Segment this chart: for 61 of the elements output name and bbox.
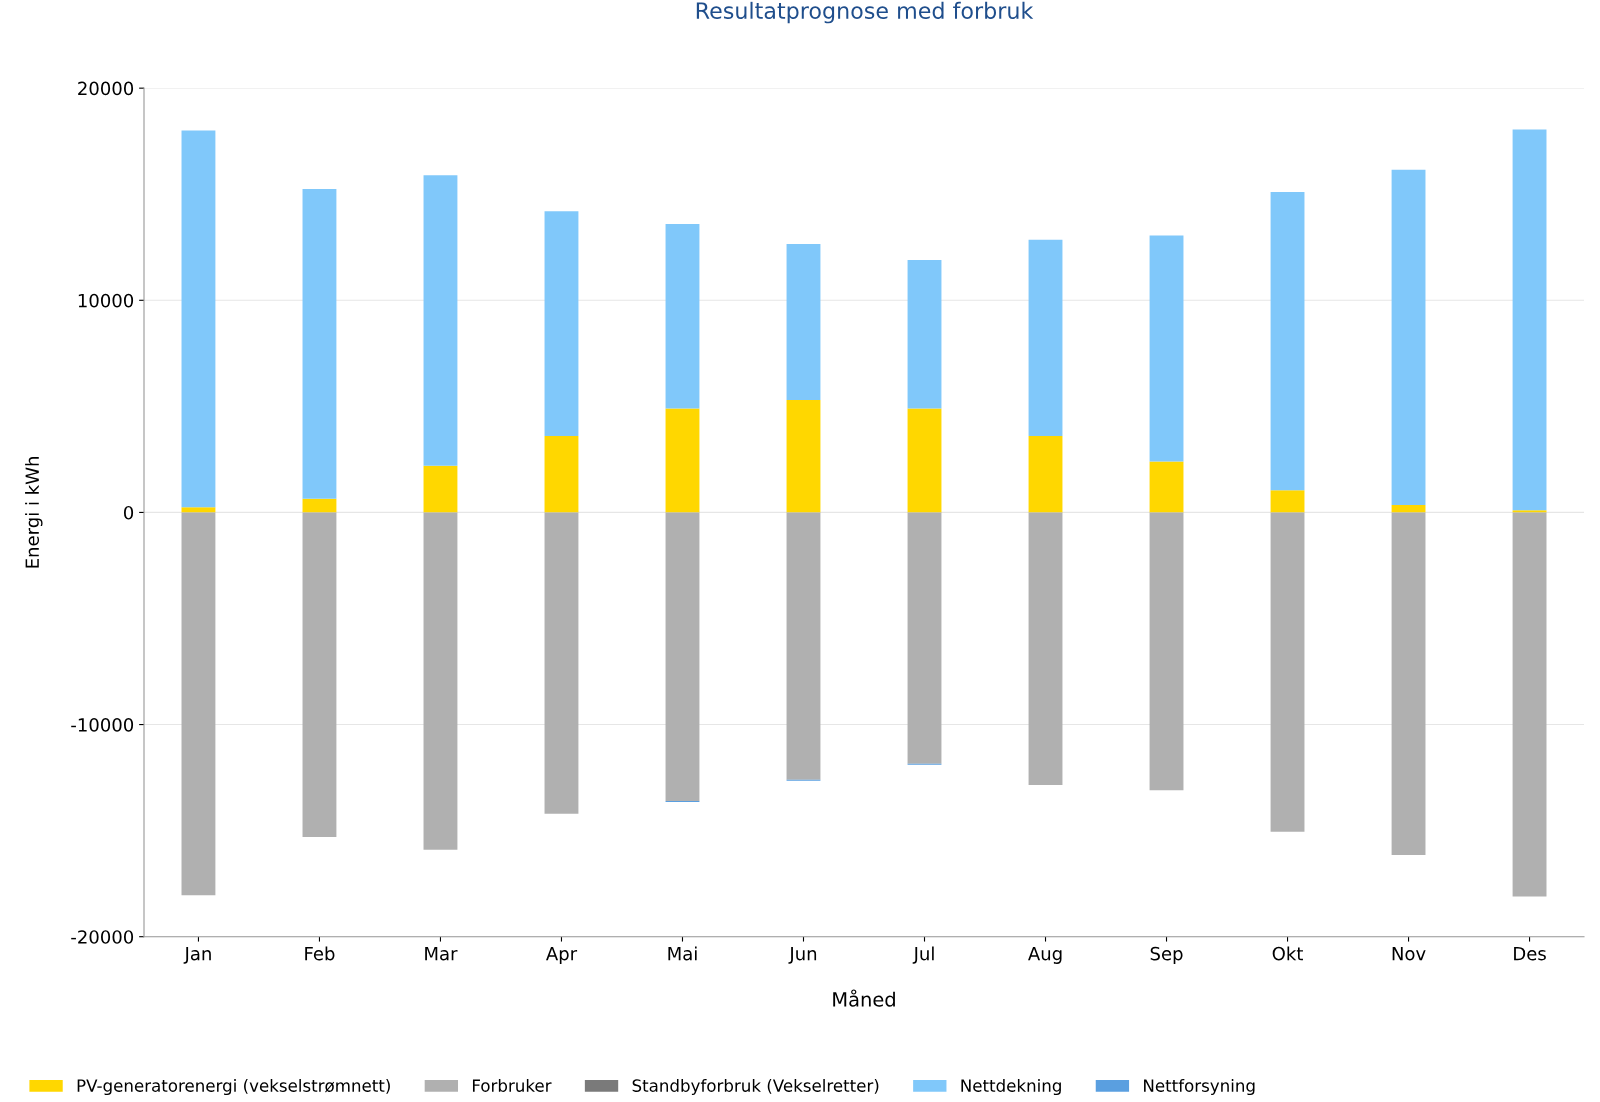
bar	[1270, 490, 1305, 513]
bar	[665, 223, 700, 409]
x-tick-label: Aug	[1028, 946, 1062, 964]
x-tick-label: Feb	[305, 946, 335, 961]
bar	[1149, 512, 1184, 791]
legend-label: Nettforsyning	[1144, 1078, 1255, 1096]
bar	[423, 465, 458, 513]
legend-label: Nettdekning	[961, 1078, 1061, 1096]
bar	[423, 175, 458, 466]
x-tick-label: Mar	[425, 946, 458, 961]
legend-label: Standbyforbruk (Vekselretter)	[632, 1078, 879, 1096]
x-tick-label: Mai	[668, 946, 697, 961]
bar	[1512, 512, 1547, 897]
y-tick-label: 10000	[78, 293, 134, 308]
y-tick-label: -20000	[71, 930, 134, 944]
bar	[544, 436, 579, 513]
bar	[665, 512, 700, 801]
bar	[302, 188, 337, 499]
bar	[1270, 192, 1305, 491]
x-tick-label: Jan	[183, 946, 211, 964]
x-tick-label: Des	[1514, 946, 1546, 961]
bar	[544, 211, 579, 437]
bar	[181, 512, 216, 896]
bar	[1028, 239, 1063, 437]
chart-title: Resultatprognose med forbruk	[696, 1, 1034, 24]
y-tick-label: 0	[123, 505, 134, 520]
bar	[786, 512, 821, 780]
x-tick-label: Apr	[546, 946, 578, 964]
bar	[1028, 512, 1063, 786]
bar	[907, 259, 942, 409]
bar	[302, 498, 337, 513]
bar	[302, 512, 337, 837]
x-tick-label: Okt	[1272, 946, 1303, 961]
x-tick-label: Jun	[788, 946, 817, 964]
y-tick-label: 20000	[78, 81, 134, 96]
legend-label: Forbruker	[472, 1078, 552, 1092]
bar	[423, 512, 458, 850]
x-tick-label: Nov	[1392, 946, 1426, 961]
bar	[1391, 505, 1426, 513]
bar	[544, 512, 579, 814]
bar	[665, 408, 700, 513]
bar	[786, 400, 821, 513]
bar	[1149, 235, 1184, 462]
bar	[181, 130, 216, 508]
bar	[1270, 512, 1305, 832]
bar	[907, 408, 942, 513]
x-tick-label: Sep	[1150, 946, 1183, 964]
y-axis-title: Energi i kWh	[25, 457, 43, 568]
legend-label: PV-generatorenergi (vekselstrømnett)	[77, 1078, 390, 1096]
bar	[1149, 461, 1184, 513]
bar	[181, 507, 216, 513]
y-tick-label: -10000	[71, 718, 134, 732]
bar	[1512, 510, 1547, 513]
bar	[1391, 512, 1426, 856]
bar	[1391, 169, 1426, 506]
bar	[907, 512, 942, 764]
x-tick-label: Jul	[912, 946, 934, 964]
bar	[1028, 436, 1063, 513]
bar	[786, 244, 821, 400]
x-axis-title: Måned	[833, 989, 895, 1007]
bar	[1512, 129, 1547, 511]
